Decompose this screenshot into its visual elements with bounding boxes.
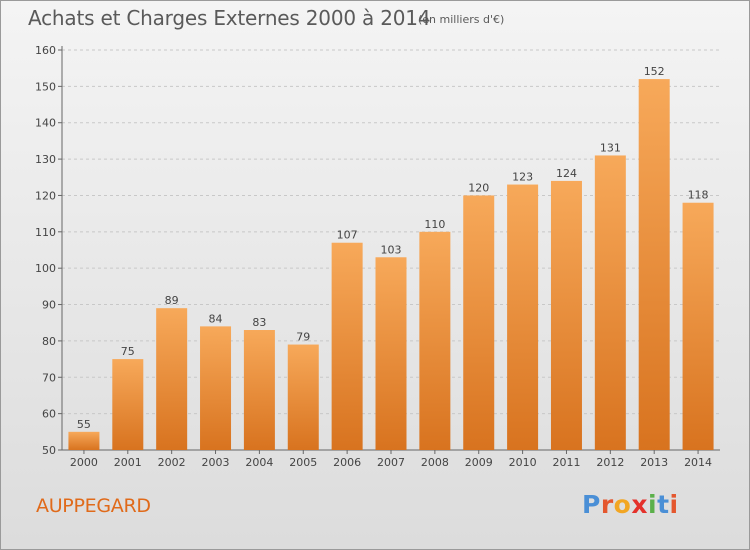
labels: 50 60 70 80 90 100 110 120 130 140 150 160 55 2000 75 2… xyxy=(35,44,712,469)
value-label-2011: 124 xyxy=(556,167,577,180)
chart-subtitle: (en milliers d'€) xyxy=(418,13,505,26)
y-tick-label: 50 xyxy=(42,444,56,457)
value-label-2005: 79 xyxy=(296,331,310,344)
bars xyxy=(68,79,714,451)
bar-2009 xyxy=(463,195,495,450)
y-tick-label: 60 xyxy=(42,408,56,421)
logo-letter: o xyxy=(613,490,632,519)
value-label-2007: 103 xyxy=(381,243,402,256)
logo-letter: t xyxy=(657,490,670,519)
bar-2014 xyxy=(682,202,714,450)
value-label-2000: 55 xyxy=(77,418,91,431)
y-tick-label: 90 xyxy=(42,299,56,312)
y-tick-label: 80 xyxy=(42,335,56,348)
x-tick-label-2011: 2011 xyxy=(552,456,580,469)
x-tick-label-2000: 2000 xyxy=(70,456,98,469)
y-tick-label: 100 xyxy=(35,262,56,275)
y-tick-label: 70 xyxy=(42,371,56,384)
value-label-2001: 75 xyxy=(121,345,135,358)
value-label-2009: 120 xyxy=(468,181,489,194)
logo-letter: x xyxy=(631,490,648,519)
bar-2008 xyxy=(419,231,451,450)
logo-letter: r xyxy=(600,490,614,519)
bar-2011 xyxy=(550,180,582,450)
y-tick-label: 130 xyxy=(35,153,56,166)
x-tick-label-2009: 2009 xyxy=(465,456,493,469)
x-tick-label-2010: 2010 xyxy=(509,456,537,469)
x-tick-label-2006: 2006 xyxy=(333,456,361,469)
bar-2012 xyxy=(594,155,626,451)
y-tick-label: 140 xyxy=(35,117,56,130)
y-tick-label: 120 xyxy=(35,189,56,202)
x-tick-label-2007: 2007 xyxy=(377,456,405,469)
x-tick-label-2014: 2014 xyxy=(684,456,712,469)
bar-2006 xyxy=(331,242,363,450)
x-tick-label-2005: 2005 xyxy=(289,456,317,469)
x-tick-label-2003: 2003 xyxy=(202,456,230,469)
value-label-2003: 84 xyxy=(209,312,223,325)
value-label-2004: 83 xyxy=(252,316,266,329)
y-tick-label: 160 xyxy=(35,44,56,57)
value-label-2008: 110 xyxy=(424,218,445,231)
y-tick-label: 150 xyxy=(35,80,56,93)
place-name: AUPPEGARD xyxy=(36,495,151,517)
logo-letter: P xyxy=(582,490,601,519)
value-label-2002: 89 xyxy=(165,294,179,307)
bar-2005 xyxy=(287,344,319,450)
value-label-2010: 123 xyxy=(512,171,533,184)
bar-2002 xyxy=(156,308,188,450)
x-tick-label-2001: 2001 xyxy=(114,456,142,469)
logo-letter: i xyxy=(648,490,658,519)
value-label-2013: 152 xyxy=(644,65,665,78)
bar-2013 xyxy=(638,79,670,450)
x-tick-label-2012: 2012 xyxy=(596,456,624,469)
bar-2010 xyxy=(507,184,539,450)
logo-letter: i xyxy=(669,490,679,519)
bar-2007 xyxy=(375,257,407,450)
value-label-2014: 118 xyxy=(688,189,709,202)
x-tick-label-2002: 2002 xyxy=(158,456,186,469)
bar-2001 xyxy=(112,359,144,450)
y-tick-label: 110 xyxy=(35,226,56,239)
x-tick-label-2004: 2004 xyxy=(245,456,273,469)
bar-2004 xyxy=(243,330,275,450)
proxiti-logo: Proxiti xyxy=(582,490,679,519)
x-tick-label-2013: 2013 xyxy=(640,456,668,469)
chart-title: Achats et Charges Externes 2000 à 2014 xyxy=(28,6,431,30)
value-label-2012: 131 xyxy=(600,141,621,154)
value-label-2006: 107 xyxy=(337,229,358,242)
bar-2003 xyxy=(200,326,232,450)
bar-2000 xyxy=(68,431,100,450)
x-tick-label-2008: 2008 xyxy=(421,456,449,469)
